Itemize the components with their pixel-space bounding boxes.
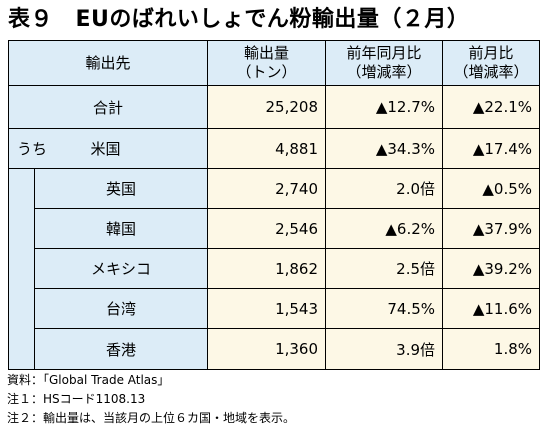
header-origin: 輸出先	[7, 40, 209, 86]
yoy-cell: 74.5%	[325, 288, 444, 329]
country-cell: 英国	[33, 168, 209, 209]
header-quantity: 輸出量 （トン）	[207, 40, 327, 86]
header-quantity-line2: （トン）	[236, 63, 297, 81]
table-row: メキシコ 1,862 2.5倍 ▲39.2%	[8, 248, 541, 289]
indent-cell	[8, 208, 35, 249]
indent-cell	[8, 248, 35, 289]
header-yoy-line1: 前年同月比	[346, 44, 422, 62]
country-cell: 香港	[33, 328, 209, 370]
source-note: 資料：「Global Trade Atlas」	[7, 373, 170, 387]
table-row: 香港 1,360 3.9倍 1.8%	[8, 328, 541, 370]
country-cell: 韓国	[33, 208, 209, 249]
total-yoy: ▲12.7%	[325, 85, 444, 129]
total-mom: ▲22.1%	[442, 85, 541, 129]
total-row: 合計 25,208 ▲12.7% ▲22.1%	[7, 85, 541, 129]
quantity-cell: 2,546	[207, 208, 327, 249]
country-cell: 台湾	[33, 288, 209, 329]
quantity-cell: 1,862	[207, 248, 327, 289]
mom-cell: ▲0.5%	[442, 168, 541, 209]
total-quantity: 25,208	[207, 85, 327, 129]
table-row: 台湾 1,543 74.5% ▲11.6%	[8, 288, 541, 329]
note-2: 注２：輸出量は、当該月の上位６カ国・地域を表示。	[7, 411, 296, 425]
header-row: 輸出先 輸出量 （トン） 前年同月比 （増減率） 前月比 （増減率）	[7, 40, 541, 86]
header-yoy: 前年同月比 （増減率）	[325, 40, 444, 86]
header-yoy-line2: （増減率）	[346, 63, 422, 81]
quantity-cell: 4,881	[207, 128, 327, 169]
header-mom: 前月比 （増減率）	[442, 40, 541, 86]
country-name: 米国	[90, 140, 121, 158]
yoy-cell: ▲6.2%	[325, 208, 444, 249]
indent-cell	[8, 168, 35, 209]
table-row: 英国 2,740 2.0倍 ▲0.5%	[8, 168, 541, 209]
yoy-cell: 2.0倍	[325, 168, 444, 209]
quantity-cell: 2,740	[207, 168, 327, 209]
sub-label: うち	[17, 140, 48, 158]
indent-cell	[8, 328, 35, 370]
header-quantity-line1: 輸出量	[244, 44, 290, 62]
notes: 資料：「Global Trade Atlas」 注１：HSコード1108.13 …	[7, 371, 295, 428]
header-mom-line2: （増減率）	[453, 63, 529, 81]
yoy-cell: 3.9倍	[325, 328, 444, 370]
table-row: 韓国 2,546 ▲6.2% ▲37.9%	[8, 208, 541, 249]
quantity-cell: 1,360	[207, 328, 327, 370]
indent-cell	[8, 288, 35, 329]
table-row: うち 米国 4,881 ▲34.3% ▲17.4%	[7, 128, 541, 169]
mom-cell: ▲37.9%	[442, 208, 541, 249]
mom-cell: ▲17.4%	[442, 128, 541, 169]
table-title: 表９ EUのばれいしょでん粉輸出量（２月）	[8, 7, 470, 32]
total-label: 合計	[7, 85, 209, 129]
mom-cell: ▲39.2%	[442, 248, 541, 289]
yoy-cell: ▲34.3%	[325, 128, 444, 169]
export-table: 輸出先 輸出量 （トン） 前年同月比 （増減率） 前月比 （増減率） 合計 25…	[7, 40, 541, 370]
country-cell: メキシコ	[33, 248, 209, 289]
mom-cell: 1.8%	[442, 328, 541, 370]
mom-cell: ▲11.6%	[442, 288, 541, 329]
yoy-cell: 2.5倍	[325, 248, 444, 289]
note-1: 注１：HSコード1108.13	[7, 392, 146, 406]
quantity-cell: 1,543	[207, 288, 327, 329]
country-cell: うち 米国	[7, 128, 209, 169]
header-mom-line1: 前月比	[468, 44, 514, 62]
